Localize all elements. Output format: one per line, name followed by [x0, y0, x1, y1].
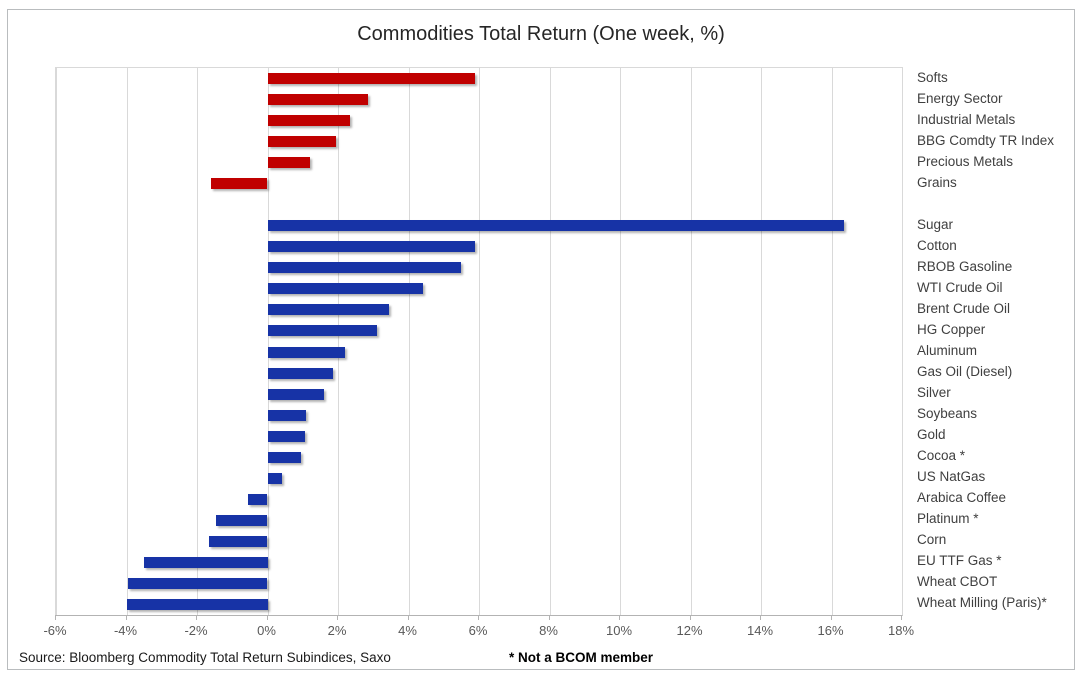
plot-area: [55, 67, 903, 616]
bar-softs: [267, 73, 476, 85]
source-note: Source: Bloomberg Commodity Total Return…: [19, 650, 391, 665]
category-label: Gold: [917, 427, 946, 443]
category-label: Soybeans: [917, 406, 978, 422]
bar-rbob-gasoline: [267, 262, 462, 274]
category-label: RBOB Gasoline: [917, 258, 1013, 274]
gridline: [338, 68, 339, 615]
axis-tick-label: 16%: [817, 623, 844, 638]
axis-tick: [830, 615, 832, 620]
category-label: Corn: [917, 532, 947, 548]
axis-tick-label: 12%: [676, 623, 703, 638]
gridline: [126, 68, 128, 615]
gridline: [690, 68, 692, 615]
category-label: Wheat Milling (Paris)*: [917, 595, 1047, 611]
axis-tick: [407, 615, 409, 620]
category-label: Sugar: [917, 216, 954, 232]
category-label: EU TTF Gas *: [917, 553, 1002, 569]
bar-aluminum: [267, 346, 346, 358]
bar-eu-ttf-gas: [144, 556, 268, 568]
axis-tick-label: 0%: [257, 623, 276, 638]
category-label: WTI Crude Oil: [917, 279, 1003, 295]
category-label: Cotton: [917, 237, 957, 253]
axis-tick: [548, 615, 550, 620]
bar-gold: [267, 430, 305, 442]
bar-grains: [211, 178, 268, 190]
bar-hg-copper: [267, 325, 377, 337]
bar-industrial-metals: [267, 115, 351, 127]
gridline: [831, 68, 833, 615]
axis-tick-label: -2%: [184, 623, 208, 638]
axis-tick-label: 8%: [539, 623, 558, 638]
axis-tick: [266, 615, 268, 620]
bar-cotton: [267, 241, 476, 253]
bar-bbg-comdty-tr-index: [267, 136, 337, 148]
category-label: Cocoa *: [917, 448, 966, 464]
category-label: Silver: [917, 385, 951, 401]
bar-us-natgas: [267, 472, 282, 484]
bcom-note: * Not a BCOM member: [509, 650, 654, 665]
category-label: Platinum *: [917, 511, 979, 527]
gridline: [479, 68, 480, 615]
bar-soybeans: [267, 409, 307, 421]
axis-tick: [901, 615, 902, 620]
axis-tick: [478, 615, 479, 620]
category-label: Grains: [917, 174, 957, 190]
axis-tick: [196, 615, 197, 620]
bar-platinum: [216, 514, 268, 526]
category-label: US NatGas: [917, 469, 986, 485]
gridline: [549, 68, 551, 615]
bar-brent-crude-oil: [267, 304, 390, 316]
gridline: [267, 68, 269, 615]
category-label: Precious Metals: [917, 153, 1014, 169]
gridline: [197, 68, 198, 615]
bar-arabica-coffee: [248, 493, 268, 505]
axis-tick: [619, 615, 620, 620]
gridline: [620, 68, 621, 615]
bar-wti-crude-oil: [267, 283, 423, 295]
category-label: BBG Comdty TR Index: [917, 132, 1055, 148]
category-label: HG Copper: [917, 321, 986, 337]
category-label: Brent Crude Oil: [917, 300, 1011, 316]
bar-wheat-cbot: [128, 577, 268, 589]
category-label: Aluminum: [917, 343, 978, 359]
bar-gas-oil-diesel: [267, 367, 333, 379]
category-label: Softs: [917, 69, 948, 85]
bar-energy-sector: [267, 94, 368, 106]
axis-tick: [760, 615, 761, 620]
category-label: Wheat CBOT: [917, 574, 998, 590]
gridline: [902, 68, 903, 615]
category-label: Industrial Metals: [917, 111, 1016, 127]
axis-tick-label: 4%: [398, 623, 417, 638]
axis-tick: [689, 615, 691, 620]
category-label: Energy Sector: [917, 90, 1003, 106]
gridline: [408, 68, 410, 615]
axis-tick-label: -6%: [43, 623, 67, 638]
bar-silver: [267, 388, 324, 400]
axis-tick: [125, 615, 127, 620]
bar-wheat-milling-paris: [126, 598, 268, 610]
bar-sugar: [267, 220, 844, 232]
axis-tick-label: 6%: [468, 623, 488, 638]
gridline: [761, 68, 762, 615]
gridline: [56, 68, 57, 615]
axis-tick-label: 18%: [887, 623, 915, 638]
category-label: Arabica Coffee: [917, 490, 1007, 506]
axis-tick: [55, 615, 56, 620]
bar-precious-metals: [267, 157, 310, 169]
axis-tick: [337, 615, 338, 620]
chart-frame: Commodities Total Return (One week, %) -…: [7, 9, 1075, 670]
category-label: Gas Oil (Diesel): [917, 364, 1013, 380]
axis-tick-label: 14%: [746, 623, 774, 638]
axis-tick-label: 2%: [327, 623, 347, 638]
axis-tick-label: -4%: [113, 623, 138, 638]
bar-corn: [209, 535, 268, 547]
bar-cocoa: [267, 451, 301, 463]
chart-title: Commodities Total Return (One week, %): [357, 23, 725, 45]
axis-tick-label: 10%: [605, 623, 633, 638]
